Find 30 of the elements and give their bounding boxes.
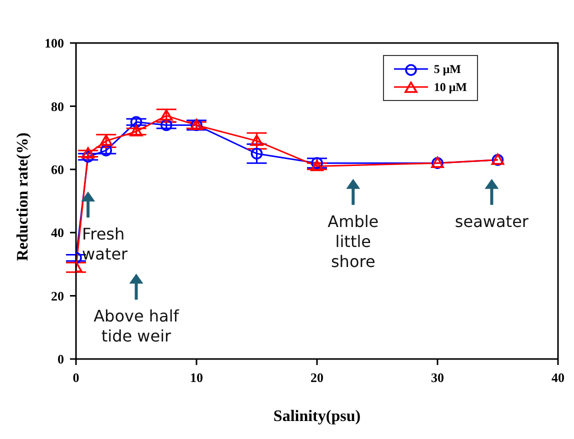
point [250,148,263,160]
point [250,134,264,146]
x-tick-label: 10 [190,370,203,386]
x-tick-label: 30 [431,370,444,386]
point [311,157,323,169]
point [130,125,143,136]
annotation: Amble little shore [328,212,379,271]
point [100,134,113,146]
x-tick-label: 0 [72,370,80,386]
annotation: seawater [454,212,529,231]
point [100,144,112,156]
x-axis-title: Salinity(psu) [273,408,361,425]
point [160,109,173,121]
annotation: Above half tide weir [94,306,180,346]
y-tick-label: 80 [51,98,64,114]
y-tick-label: 60 [51,162,64,178]
legend-label: 5 μM [434,62,461,76]
y-tick-label: 20 [51,288,64,304]
y-tick-label: 0 [58,352,64,367]
y-axis-title: Reduction rate(%) [14,132,32,261]
point [82,147,94,158]
x-tick-label: 40 [552,370,564,386]
y-tick-label: 100 [44,36,64,51]
legend-label: 10 μM [434,80,467,94]
annotation: Fresh water [82,224,128,264]
point [160,119,172,132]
point [310,160,324,172]
y-tick-label: 40 [51,225,64,240]
x-tick-label: 20 [310,370,324,386]
point [130,116,142,128]
